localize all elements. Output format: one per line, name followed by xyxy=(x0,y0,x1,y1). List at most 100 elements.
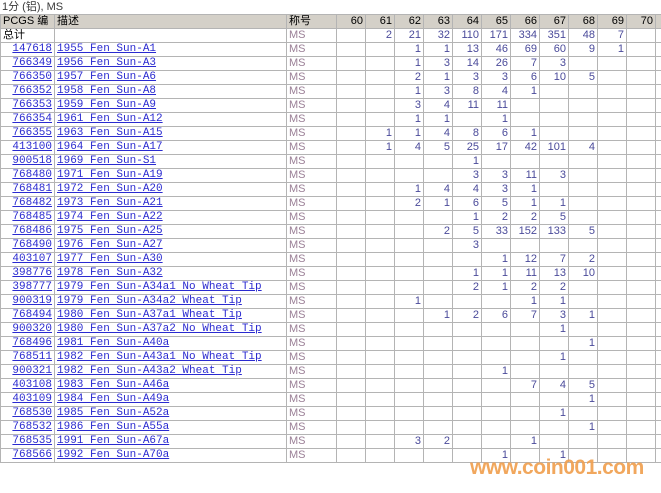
column-header-g65[interactable]: 65 xyxy=(481,14,511,29)
pcgs-number-link[interactable]: 766352 xyxy=(0,84,55,99)
coin-description-link[interactable]: 1977 Fen Sun-A30 xyxy=(54,252,287,267)
pcgs-number-link[interactable]: 768496 xyxy=(0,336,55,351)
population-count-g65: 33 xyxy=(481,224,511,239)
pcgs-number-link[interactable]: 768535 xyxy=(0,434,55,449)
pcgs-number-link[interactable]: 147618 xyxy=(0,42,55,57)
column-header-total[interactable]: 总计 xyxy=(655,14,661,29)
column-header-g69[interactable]: 69 xyxy=(597,14,627,29)
column-header-g61[interactable]: 61 xyxy=(365,14,395,29)
coin-description-label: 1978 Fen Sun-A32 xyxy=(57,267,163,280)
pcgs-number-link[interactable]: 768485 xyxy=(0,210,55,225)
coin-description-link[interactable]: 1958 Fen Sun-A8 xyxy=(54,84,287,99)
pcgs-number-link[interactable]: 768566 xyxy=(0,448,55,463)
pcgs-number-link[interactable]: 413100 xyxy=(0,140,55,155)
population-count-g61: 1 xyxy=(365,126,395,141)
coin-description-link[interactable]: 1991 Fen Sun-A67a xyxy=(54,434,287,449)
coin-description-link[interactable]: 1976 Fen Sun-A27 xyxy=(54,238,287,253)
pcgs-number-link[interactable]: 766355 xyxy=(0,126,55,141)
coin-description-link[interactable]: 1959 Fen Sun-A9 xyxy=(54,98,287,113)
column-header-desc[interactable]: 描述 xyxy=(54,14,287,29)
pcgs-number-link[interactable]: 900321 xyxy=(0,364,55,379)
coin-description-link[interactable]: 1973 Fen Sun-A21 xyxy=(54,196,287,211)
population-count-g67 xyxy=(539,392,569,407)
coin-description-link[interactable]: 1961 Fen Sun-A12 xyxy=(54,112,287,127)
pcgs-number-link[interactable]: 766349 xyxy=(0,56,55,71)
pcgs-number-link[interactable]: 398776 xyxy=(0,266,55,281)
pcgs-number-link[interactable]: 900319 xyxy=(0,294,55,309)
population-count-g63 xyxy=(423,280,453,295)
population-count-g65: 1 xyxy=(481,112,511,127)
coin-description-link[interactable]: 1971 Fen Sun-A19 xyxy=(54,168,287,183)
coin-description-link[interactable]: 1957 Fen Sun-A6 xyxy=(54,70,287,85)
column-header-g70[interactable]: 70 xyxy=(626,14,656,29)
coin-description-link[interactable]: 1969 Fen Sun-S1 xyxy=(54,154,287,169)
coin-description-link[interactable]: 1985 Fen Sun-A52a xyxy=(54,406,287,421)
pcgs-number-link[interactable]: 398777 xyxy=(0,280,55,295)
column-header-g62[interactable]: 62 xyxy=(394,14,424,29)
coin-description-link[interactable]: 1979 Fen Sun-A34a1 No Wheat Tip xyxy=(54,280,287,295)
pcgs-number-link[interactable]: 768490 xyxy=(0,238,55,253)
coin-description-link[interactable]: 1964 Fen Sun-A17 xyxy=(54,140,287,155)
coin-description-link[interactable]: 1983 Fen Sun-A46a xyxy=(54,378,287,393)
coin-description-link[interactable]: 1979 Fen Sun-A34a2 Wheat Tip xyxy=(54,294,287,309)
pcgs-number-link[interactable]: 768511 xyxy=(0,350,55,365)
population-count-g61 xyxy=(365,42,395,57)
pcgs-number-link[interactable]: 403109 xyxy=(0,392,55,407)
pcgs-number-link[interactable]: 768530 xyxy=(0,406,55,421)
coin-description-link[interactable]: 1974 Fen Sun-A22 xyxy=(54,210,287,225)
pcgs-number-link[interactable]: 766353 xyxy=(0,98,55,113)
pcgs-number-link[interactable]: 766354 xyxy=(0,112,55,127)
pcgs-number-link[interactable]: 403107 xyxy=(0,252,55,267)
coin-description-link[interactable]: 1978 Fen Sun-A32 xyxy=(54,266,287,281)
coin-description-link[interactable]: 1980 Fen Sun-A37a1 Wheat Tip xyxy=(54,308,287,323)
column-header-id[interactable]: PCGS 编 xyxy=(0,14,55,29)
coin-description-link[interactable]: 1956 Fen Sun-A3 xyxy=(54,56,287,71)
pcgs-number-link[interactable]: 768486 xyxy=(0,224,55,239)
pcgs-number-link[interactable]: 900320 xyxy=(0,322,55,337)
pcgs-number-link[interactable]: 766350 xyxy=(0,70,55,85)
coin-description-label: 1985 Fen Sun-A52a xyxy=(57,407,170,420)
population-count-g67: 351 xyxy=(539,28,569,43)
population-count-g64 xyxy=(452,448,482,463)
population-count-g66: 11 xyxy=(510,266,540,281)
population-count-g64: 4 xyxy=(452,182,482,197)
population-count-g62 xyxy=(394,378,424,393)
column-header-g60[interactable]: 60 xyxy=(336,14,366,29)
population-count-g70 xyxy=(626,434,656,449)
coin-description-link[interactable]: 1972 Fen Sun-A20 xyxy=(54,182,287,197)
column-header-g67[interactable]: 67 xyxy=(539,14,569,29)
population-count-g65 xyxy=(481,336,511,351)
grade-designation: MS xyxy=(286,112,337,127)
population-count-g60 xyxy=(336,140,366,155)
coin-description-link[interactable]: 1955 Fen Sun-A1 xyxy=(54,42,287,57)
coin-description-link[interactable]: 1975 Fen Sun-A25 xyxy=(54,224,287,239)
pcgs-number-link[interactable]: 768482 xyxy=(0,196,55,211)
grade-designation: MS xyxy=(286,406,337,421)
population-count-g65 xyxy=(481,294,511,309)
pcgs-number-link[interactable]: 768481 xyxy=(0,182,55,197)
column-header-g63[interactable]: 63 xyxy=(423,14,453,29)
column-header-g68[interactable]: 68 xyxy=(568,14,598,29)
pcgs-number-link[interactable]: 768480 xyxy=(0,168,55,183)
column-header-g64[interactable]: 64 xyxy=(452,14,482,29)
coin-description-link[interactable]: 1986 Fen Sun-A55a xyxy=(54,420,287,435)
coin-description-link[interactable]: 1982 Fen Sun-A43a2 Wheat Tip xyxy=(54,364,287,379)
coin-description-link[interactable]: 1984 Fen Sun-A49a xyxy=(54,392,287,407)
coin-description-link[interactable]: 1963 Fen Sun-A15 xyxy=(54,126,287,141)
pcgs-number-link[interactable]: 768494 xyxy=(0,308,55,323)
population-count-g67 xyxy=(539,182,569,197)
pcgs-number-link[interactable]: 403108 xyxy=(0,378,55,393)
coin-description-link[interactable]: 1982 Fen Sun-A43a1 No Wheat Tip xyxy=(54,350,287,365)
population-count-g70 xyxy=(626,98,656,113)
pcgs-number-link[interactable]: 768532 xyxy=(0,420,55,435)
column-header-g66[interactable]: 66 xyxy=(510,14,540,29)
pcgs-number-link[interactable]: 900518 xyxy=(0,154,55,169)
column-header-grade[interactable]: 称号 xyxy=(286,14,337,29)
coin-description-link[interactable]: 1992 Fen Sun-A70a xyxy=(54,448,287,463)
coin-description-link[interactable]: 1980 Fen Sun-A37a2 No Wheat Tip xyxy=(54,322,287,337)
population-count-g69 xyxy=(597,448,627,463)
coin-description-link[interactable]: 1981 Fen Sun-A40a xyxy=(54,336,287,351)
